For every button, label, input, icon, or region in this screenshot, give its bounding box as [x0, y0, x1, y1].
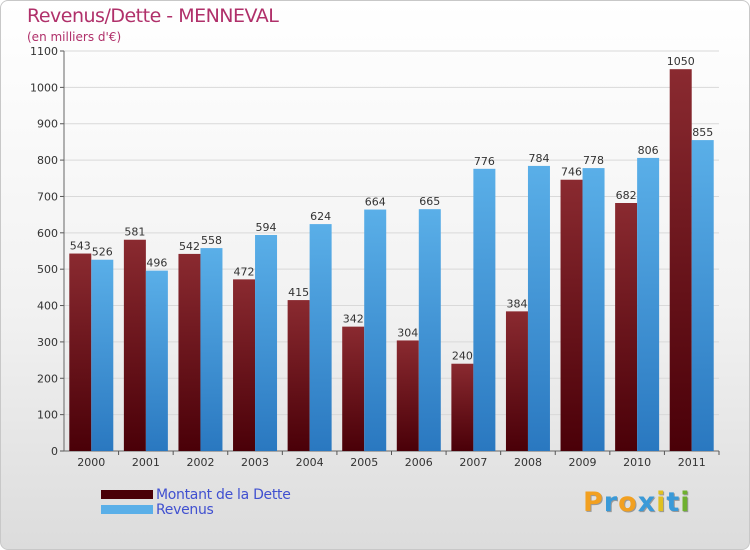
value-label-revenus: 624 — [310, 210, 331, 223]
x-tick-label: 2000 — [77, 456, 105, 469]
x-tick-label: 2008 — [514, 456, 542, 469]
bar-revenus — [418, 209, 441, 451]
bar-dette — [615, 203, 638, 451]
bar-dette — [123, 239, 146, 451]
x-tick-label: 2006 — [405, 456, 433, 469]
value-label-dette: 304 — [397, 326, 418, 339]
legend-label-revenus: Revenus — [156, 501, 214, 518]
value-label-dette: 746 — [561, 166, 582, 179]
y-tick-label: 700 — [37, 190, 58, 203]
value-label-dette: 342 — [343, 313, 364, 326]
logo-letter: i — [656, 487, 667, 518]
value-label-dette: 472 — [234, 265, 255, 278]
logo-letter: i — [680, 487, 691, 518]
y-tick-label: 800 — [37, 154, 58, 167]
legend: Montant de la Dette Revenus — [101, 486, 291, 518]
x-tick-label: 2002 — [186, 456, 214, 469]
value-label-revenus: 665 — [419, 195, 440, 208]
bar-revenus — [145, 270, 168, 451]
y-tick-label: 1100 — [30, 45, 58, 58]
legend-swatch-revenus — [101, 505, 153, 514]
bar-dette — [505, 311, 528, 451]
bar-revenus — [200, 248, 223, 451]
logo-letter: P — [583, 487, 604, 518]
value-label-revenus: 776 — [474, 155, 495, 168]
value-label-dette: 384 — [506, 297, 527, 310]
x-tick-label: 2010 — [623, 456, 651, 469]
y-tick-label: 500 — [37, 263, 58, 276]
bar-revenus — [364, 209, 387, 451]
value-label-dette: 240 — [452, 350, 473, 363]
x-tick-label: 2001 — [132, 456, 160, 469]
y-tick-label: 0 — [51, 445, 58, 458]
legend-swatch-dette — [101, 490, 153, 499]
value-label-dette: 543 — [70, 240, 91, 253]
value-label-revenus: 806 — [638, 144, 659, 157]
bar-revenus — [582, 168, 605, 451]
x-tick-label: 2007 — [459, 456, 487, 469]
y-tick-label: 200 — [37, 372, 58, 385]
legend-item-dette: Montant de la Dette — [101, 486, 291, 503]
chart-title: Revenus/Dette - MENNEVAL — [27, 5, 279, 27]
legend-label-dette: Montant de la Dette — [156, 486, 291, 503]
y-tick-label: 600 — [37, 227, 58, 240]
value-label-revenus: 594 — [256, 221, 277, 234]
x-tick-label: 2011 — [678, 456, 706, 469]
bar-revenus — [309, 224, 332, 451]
value-label-dette: 542 — [179, 240, 200, 253]
value-label-revenus: 558 — [201, 234, 222, 247]
bar-dette — [396, 340, 419, 451]
value-label-dette: 682 — [616, 189, 637, 202]
bar-dette — [233, 279, 256, 451]
y-tick-label: 1000 — [30, 81, 58, 94]
value-label-dette: 415 — [288, 286, 309, 299]
logo-letter: x — [637, 487, 657, 518]
proxiti-logo: Proxiti — [583, 487, 691, 518]
bar-revenus — [527, 165, 550, 451]
bar-revenus — [473, 168, 496, 451]
x-tick-label: 2003 — [241, 456, 269, 469]
value-label-revenus: 855 — [692, 126, 713, 139]
bar-revenus — [255, 235, 278, 451]
bar-dette — [669, 69, 692, 451]
bar-dette — [178, 253, 201, 451]
x-tick-label: 2004 — [296, 456, 324, 469]
value-label-revenus: 496 — [146, 257, 167, 270]
value-label-dette: 1050 — [667, 55, 695, 68]
value-label-revenus: 784 — [528, 152, 549, 165]
bar-revenus — [691, 140, 714, 451]
bar-dette — [560, 179, 583, 451]
logo-letter: o — [618, 487, 638, 518]
value-label-dette: 581 — [124, 226, 145, 239]
value-label-revenus: 778 — [583, 154, 604, 167]
value-label-revenus: 526 — [92, 246, 113, 259]
chart-subtitle: (en milliers d'€) — [27, 30, 122, 44]
bar-revenus — [637, 157, 660, 451]
bar-dette — [451, 363, 474, 451]
y-tick-label: 900 — [37, 118, 58, 131]
bar-dette — [287, 300, 310, 451]
x-tick-label: 2009 — [569, 456, 597, 469]
y-tick-label: 300 — [37, 336, 58, 349]
legend-item-revenus: Revenus — [101, 501, 291, 518]
y-tick-label: 100 — [37, 409, 58, 422]
y-tick-label: 400 — [37, 300, 58, 313]
bar-dette — [69, 253, 92, 451]
bar-revenus — [91, 259, 114, 451]
x-tick-label: 2005 — [350, 456, 378, 469]
logo-letter: r — [603, 487, 619, 518]
value-label-revenus: 664 — [365, 196, 386, 209]
logo-letter: t — [666, 487, 681, 518]
bar-dette — [342, 326, 365, 451]
